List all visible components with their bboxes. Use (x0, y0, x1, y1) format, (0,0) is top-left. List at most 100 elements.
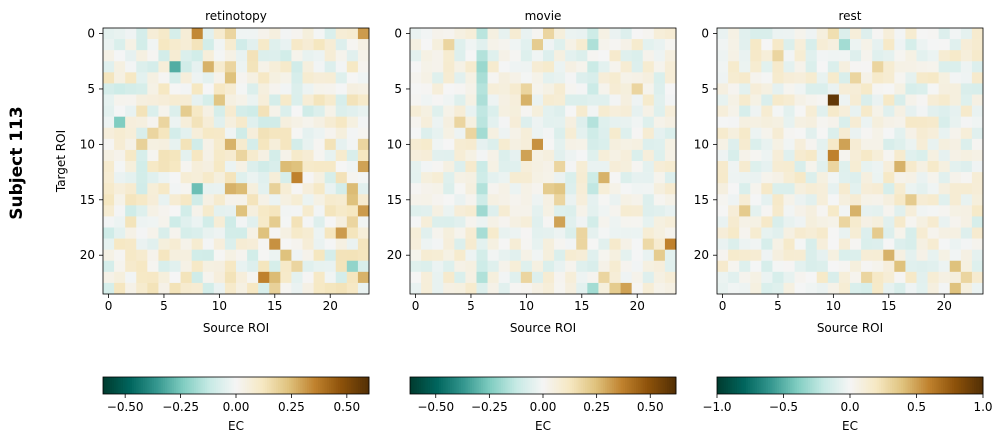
y-tick-label: 5 (394, 82, 402, 96)
x-tick-label: 0 (719, 299, 727, 313)
heatmap-cell (960, 205, 973, 217)
heatmap-cell (750, 94, 762, 106)
heatmap-cell (653, 271, 666, 284)
heatmap-cell (136, 28, 148, 40)
heatmap-cell (861, 138, 873, 151)
heatmap-cell (147, 194, 159, 206)
heatmap-cell (213, 183, 226, 195)
heatmap-cell (761, 172, 773, 184)
heatmap-cell (960, 238, 973, 250)
heatmap-cell (202, 50, 215, 62)
heatmap-cell (103, 83, 115, 95)
colorbar-segment (759, 377, 762, 394)
heatmap-cell (631, 172, 644, 184)
heatmap-cell (794, 28, 806, 40)
heatmap-cell (213, 83, 226, 95)
heatmap-cell (465, 249, 477, 262)
heatmap-cell (794, 216, 806, 228)
heatmap-cell (169, 50, 181, 62)
heatmap-cell (280, 282, 292, 295)
colorbar-segment (574, 377, 577, 394)
heatmap-cell (565, 271, 577, 284)
heatmap-cell (158, 260, 170, 273)
heatmap-cell (805, 249, 818, 262)
heatmap-cell (905, 260, 917, 273)
heatmap-cell (236, 39, 248, 51)
heatmap-cell (103, 282, 115, 295)
heatmap-cell (346, 227, 359, 239)
heatmap-cell (421, 138, 433, 151)
heatmap-cell (520, 260, 533, 273)
heatmap-cell (125, 50, 137, 62)
heatmap-cell (971, 205, 984, 217)
colorbar-segment (410, 377, 413, 394)
heatmap-cell (454, 72, 466, 84)
heatmap-cell (827, 161, 840, 173)
colorbar-segment (218, 377, 221, 394)
heatmap-cell (916, 249, 928, 262)
colorbar-segment (748, 377, 751, 394)
heatmap-cell (465, 227, 477, 239)
heatmap-cell (783, 138, 795, 151)
heatmap-cell (565, 149, 577, 162)
heatmap-cell (224, 138, 237, 151)
heatmap-cell (191, 238, 204, 250)
colorbar-segment (120, 377, 124, 394)
heatmap-cell (421, 94, 433, 106)
colorbar-segment (452, 377, 455, 394)
heatmap-cell (805, 194, 818, 206)
heatmap-cell (114, 172, 126, 184)
heatmap-cell (432, 161, 444, 173)
heatmap-cell (949, 249, 962, 262)
heatmap-cell (827, 138, 840, 151)
heatmap-cell (609, 271, 621, 284)
colorbar-segment (865, 377, 869, 394)
heatmap-cell (324, 161, 337, 173)
heatmap-cell (465, 183, 477, 195)
heatmap-cell (783, 127, 795, 140)
heatmap-cell (620, 172, 632, 184)
heatmap-cell (498, 83, 511, 95)
heatmap-cell (543, 271, 555, 284)
heatmap-cell (258, 116, 270, 129)
heatmap-cell (750, 105, 762, 117)
heatmap-cell (827, 260, 840, 273)
colorbar-segment (105, 377, 108, 394)
heatmap-cell (631, 238, 644, 250)
heatmap-cell (598, 50, 610, 62)
heatmap-cell (827, 28, 840, 40)
heatmap-cell (861, 282, 873, 295)
colorbar-segment (963, 377, 966, 394)
heatmap-cell (576, 116, 588, 129)
heatmap-cell (103, 205, 115, 217)
heatmap-cell (609, 161, 621, 173)
heatmap-cell (224, 50, 237, 62)
colorbar-segment (887, 377, 891, 394)
heatmap-cell (850, 183, 862, 195)
heatmap-cell (543, 216, 555, 228)
heatmap-cell (717, 238, 729, 250)
heatmap-cell (728, 161, 740, 173)
heatmap-cell (302, 116, 314, 129)
x-tick-label: 10 (212, 299, 227, 313)
heatmap-cell (224, 39, 237, 51)
heatmap-cell (872, 39, 884, 51)
heatmap-cell (576, 127, 588, 140)
heatmap-cell (883, 105, 895, 117)
colorbar-segment (169, 377, 173, 394)
colorbar-segment (127, 377, 130, 394)
colorbar-segment (841, 377, 844, 394)
heatmap-cell (125, 249, 137, 262)
heatmap-cell (443, 149, 455, 162)
colorbar-segment (447, 377, 451, 394)
heatmap-cell (421, 50, 433, 62)
heatmap-cell (443, 205, 455, 217)
colorbar-segment (898, 377, 902, 394)
heatmap-cell (498, 94, 511, 106)
heatmap-cell (520, 249, 533, 262)
heatmap-cell (717, 282, 729, 295)
heatmap-cell (761, 249, 773, 262)
heatmap-cell (302, 61, 314, 73)
colorbar-segment (838, 377, 842, 394)
heatmap-cell (224, 94, 237, 106)
